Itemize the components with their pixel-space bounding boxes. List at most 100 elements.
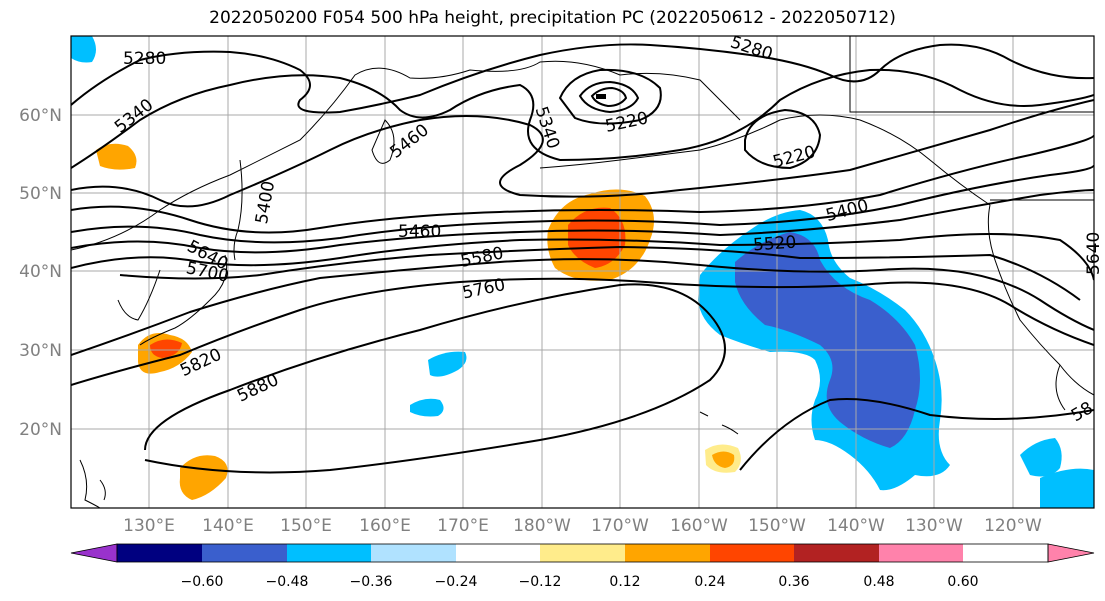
colorbar-segment bbox=[625, 544, 710, 562]
colorbar-segment bbox=[287, 544, 371, 562]
contour-label: 5400 bbox=[824, 196, 871, 227]
lon-label: 150°W bbox=[748, 516, 806, 536]
contour-5820 bbox=[71, 277, 1094, 386]
contour-label: 5220 bbox=[771, 142, 818, 173]
lat-label: 30°N bbox=[19, 341, 62, 361]
coast-siberia bbox=[71, 60, 741, 251]
contour-5640 bbox=[71, 233, 1094, 281]
map-frame bbox=[70, 35, 1095, 509]
precip-negative-north-pacific bbox=[410, 398, 444, 417]
contour-label: 5340 bbox=[111, 95, 157, 137]
colorbar-extend-high bbox=[1047, 543, 1095, 563]
precip-positive-hawaii bbox=[712, 451, 735, 468]
contour-5760 bbox=[71, 258, 1094, 356]
colorbar-tick-label: −0.36 bbox=[350, 574, 393, 590]
chart-title: 2022050200 F054 500 hPa height, precipit… bbox=[209, 8, 896, 28]
coast-philippines bbox=[79, 459, 101, 508]
lon-label: 120°W bbox=[984, 516, 1042, 536]
colorbar-segment bbox=[794, 544, 879, 562]
contour-5400 bbox=[71, 99, 1094, 208]
colorbar bbox=[70, 543, 1095, 563]
coastlines bbox=[71, 36, 1094, 508]
colorbar-frame bbox=[116, 543, 1049, 563]
latitude-labels: 60°N 50°N 40°N 30°N 20°N bbox=[19, 106, 62, 440]
lon-label: 160°W bbox=[670, 516, 728, 536]
lon-label: 160°E bbox=[359, 516, 411, 536]
contour-5280 bbox=[71, 43, 1094, 114]
precip-positive-south bbox=[179, 455, 228, 500]
precip-negative-nw-corner bbox=[71, 36, 96, 63]
colorbar-segment bbox=[540, 544, 625, 562]
precip-strong-central bbox=[568, 207, 626, 268]
contour-5220-west bbox=[558, 68, 662, 125]
coast-sakhalin bbox=[233, 159, 243, 261]
precip-negative-west-coast-2 bbox=[1040, 468, 1094, 508]
contour-5220-east bbox=[744, 108, 822, 170]
precip-negative-north-pacific-2 bbox=[428, 351, 467, 377]
coast-na-west bbox=[987, 204, 1094, 396]
contour-5880 bbox=[144, 283, 726, 474]
contour-label: 5280 bbox=[123, 49, 166, 69]
contour-5340 bbox=[71, 68, 1094, 169]
colorbar-segment bbox=[879, 544, 963, 562]
coast-taiwan bbox=[99, 479, 106, 501]
contour-label: 5760 bbox=[461, 275, 507, 304]
contour-5220-inner2 bbox=[590, 86, 628, 108]
colorbar-tick-label: 0.48 bbox=[863, 574, 894, 590]
colorbar-segment bbox=[710, 544, 794, 562]
lat-label: 40°N bbox=[19, 262, 62, 282]
contour-label: 5580 bbox=[459, 243, 505, 272]
precip-moderate-east bbox=[735, 232, 920, 448]
contour-label: 5400 bbox=[252, 179, 279, 225]
lon-label: 130°W bbox=[905, 516, 963, 536]
coast-alaska bbox=[699, 114, 991, 206]
lon-label: 180°W bbox=[513, 516, 571, 536]
colorbar-tick-label: 0.36 bbox=[778, 574, 809, 590]
contour-label: 5520 bbox=[752, 233, 797, 256]
precip-positive-nw bbox=[96, 143, 137, 170]
colorbar-segment bbox=[456, 544, 540, 562]
contour-low-center bbox=[596, 94, 606, 99]
contour-5580 bbox=[71, 189, 1094, 254]
colorbar-tick-label: −0.60 bbox=[181, 574, 224, 590]
coast-korea bbox=[117, 269, 161, 321]
precip-negative-west-coast bbox=[1020, 438, 1062, 477]
contour-5700 bbox=[119, 245, 1081, 301]
coast-baja bbox=[1055, 364, 1066, 411]
lon-label: 140°E bbox=[202, 516, 254, 536]
colorbar-tick-label: 0.60 bbox=[947, 574, 978, 590]
contour-5880-east bbox=[739, 398, 1094, 471]
colorbar-tick-label: 0.12 bbox=[609, 574, 640, 590]
lat-label: 60°N bbox=[19, 106, 62, 126]
colorbar-tick-label: −0.48 bbox=[266, 574, 309, 590]
colorbar-segment bbox=[117, 544, 202, 562]
contour-5220-inner bbox=[578, 80, 640, 114]
lon-label: 130°E bbox=[123, 516, 175, 536]
contour-label: 5460 bbox=[398, 222, 441, 242]
contour-5460 bbox=[71, 134, 1094, 234]
colorbar-tick-label: −0.24 bbox=[435, 574, 478, 590]
lon-label: 150°E bbox=[280, 516, 332, 536]
height-contours bbox=[71, 43, 1094, 474]
coast-hawaii-1 bbox=[699, 411, 709, 417]
longitude-labels: 130°E 140°E 150°E 160°E 170°E 180°W 170°… bbox=[123, 516, 1042, 536]
colorbar-tick-label: −0.12 bbox=[519, 574, 562, 590]
contour-label: 5640 bbox=[1084, 232, 1104, 275]
border-canada bbox=[849, 36, 1094, 113]
coast-aleutians bbox=[539, 149, 701, 169]
map-area bbox=[71, 36, 1094, 508]
lon-label: 170°E bbox=[437, 516, 489, 536]
lat-label: 20°N bbox=[19, 420, 62, 440]
coast-hawaii-2 bbox=[721, 424, 739, 435]
colorbar-segment bbox=[371, 544, 456, 562]
colorbar-ticks: −0.60 −0.48 −0.36 −0.24 −0.12 0.12 0.24 … bbox=[181, 574, 979, 590]
lon-label: 170°W bbox=[591, 516, 649, 536]
contour-label: 58 bbox=[1068, 398, 1097, 426]
contour-5520 bbox=[71, 164, 1094, 244]
colorbar-extend-low bbox=[70, 543, 118, 563]
colorbar-segment bbox=[202, 544, 287, 562]
coast-kamchatka bbox=[371, 119, 395, 164]
colorbar-tick-label: 0.24 bbox=[694, 574, 725, 590]
contour-label: 5280 bbox=[728, 32, 775, 64]
